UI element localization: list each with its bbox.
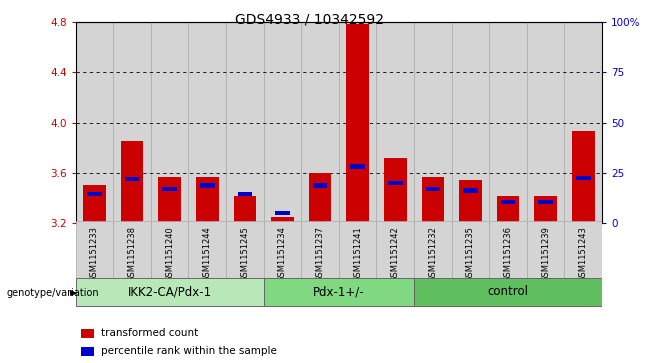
Text: GSM1151238: GSM1151238 [128,226,137,282]
Bar [83,185,106,223]
Bar [81,347,94,356]
Text: GSM1151239: GSM1151239 [541,226,550,282]
Bar [76,278,264,306]
Bar [384,158,407,223]
Bar [226,221,264,278]
Text: GSM1151245: GSM1151245 [240,226,249,282]
Bar [87,192,102,196]
Text: GSM1151242: GSM1151242 [391,226,400,282]
Bar [76,221,113,278]
Bar [113,221,151,278]
Bar [463,188,478,193]
Bar [159,177,181,223]
Text: GSM1151237: GSM1151237 [316,226,324,282]
Bar [188,22,226,223]
Bar [76,22,113,223]
Bar [527,22,565,223]
Text: GSM1151232: GSM1151232 [428,226,438,282]
Bar [490,22,527,223]
Text: IKK2-CA/Pdx-1: IKK2-CA/Pdx-1 [128,285,212,298]
Text: Pdx-1+/-: Pdx-1+/- [313,285,365,298]
Bar [490,221,527,278]
Bar [565,22,602,223]
Text: GSM1151235: GSM1151235 [466,226,475,282]
Bar [451,221,490,278]
Bar [565,221,602,278]
Bar [188,221,226,278]
Text: GSM1151243: GSM1151243 [579,226,588,282]
Bar [339,221,376,278]
Bar [264,22,301,223]
Bar [81,329,94,338]
Bar [527,221,565,278]
Bar [313,183,328,188]
Bar [576,176,591,180]
Bar [234,196,256,223]
Bar [125,177,139,182]
Text: transformed count: transformed count [101,328,198,338]
Bar [422,177,444,223]
Bar [121,142,143,223]
Bar [538,200,553,204]
Text: GSM1151240: GSM1151240 [165,226,174,282]
Text: GSM1151241: GSM1151241 [353,226,362,282]
Bar [376,221,414,278]
Bar [426,187,440,191]
Text: control: control [488,285,528,298]
Text: GSM1151236: GSM1151236 [503,226,513,282]
Text: GSM1151244: GSM1151244 [203,226,212,282]
Bar [414,278,602,306]
Bar [301,22,339,223]
Bar [275,211,290,215]
Bar [264,278,414,306]
Text: percentile rank within the sample: percentile rank within the sample [101,346,277,356]
Bar [501,200,515,204]
Bar [376,22,414,223]
Bar [309,173,332,223]
Bar [113,22,151,223]
Bar [459,180,482,223]
Bar [414,22,451,223]
Bar [238,192,252,196]
Text: genotype/variation: genotype/variation [7,288,99,298]
Bar [339,22,376,223]
Bar [163,187,177,191]
Bar [572,131,595,223]
Text: GSM1151234: GSM1151234 [278,226,287,282]
Bar [346,24,369,223]
Bar [388,181,403,185]
Bar [200,183,215,188]
Bar [151,22,188,223]
Bar [350,164,365,169]
Bar [264,221,301,278]
Bar [451,22,490,223]
Bar [301,221,339,278]
Bar [534,196,557,223]
Bar [226,22,264,223]
Text: GDS4933 / 10342592: GDS4933 / 10342592 [235,13,384,27]
Bar [196,177,218,223]
Bar [151,221,188,278]
Bar [271,217,293,223]
Bar [414,221,451,278]
Bar [497,196,519,223]
Text: GSM1151233: GSM1151233 [90,226,99,282]
